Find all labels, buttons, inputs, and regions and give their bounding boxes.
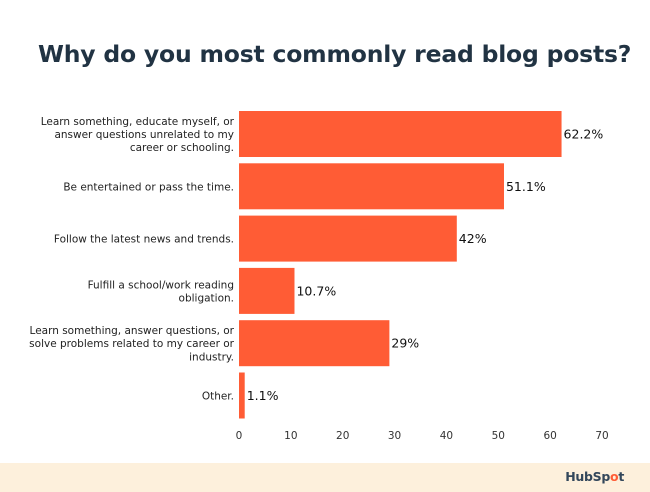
category-label-0-2: career or schooling. (130, 142, 234, 154)
x-tick-label-5: 50 (492, 430, 505, 442)
bar-1 (239, 163, 504, 210)
value-label-0: 62.2% (564, 127, 604, 142)
x-tick-label-1: 10 (284, 430, 297, 442)
bar-2 (239, 215, 457, 262)
category-label-3-1: obligation. (179, 293, 234, 305)
value-label-3: 10.7% (296, 283, 336, 298)
x-tick-label-0: 0 (236, 430, 243, 442)
footer-bar: HubSpot (0, 463, 650, 492)
x-tick-label-4: 40 (440, 430, 453, 442)
bar-chart: 62.2% Learn something, educate myself, or… (29, 111, 609, 442)
bar-4 (239, 320, 390, 367)
value-label-4: 29% (391, 336, 419, 351)
category-label-2-0: Follow the latest news and trends. (54, 234, 234, 246)
bar-0 (239, 111, 562, 157)
hubspot-logo: HubSpot (565, 469, 624, 484)
x-tick-label-3: 30 (388, 430, 401, 442)
category-label-1-0: Be entertained or pass the time. (63, 181, 234, 193)
chart-title: Why do you most commonly read blog posts… (38, 40, 632, 68)
x-tick-label-6: 60 (543, 430, 556, 442)
category-label-0-1: answer questions unrelated to my (54, 129, 234, 141)
category-label-0-0: Learn something, educate myself, or (41, 116, 235, 128)
category-label-4-1: solve problems related to my career or (29, 338, 235, 350)
category-label-5-0: Other. (202, 391, 234, 403)
x-tick-label-7: 70 (595, 430, 608, 442)
category-label-4-2: industry. (189, 351, 234, 363)
bar-3 (239, 267, 295, 314)
value-label-5: 1.1% (247, 388, 279, 403)
category-label-3-0: Fulfill a school/work reading (88, 279, 234, 291)
category-label-4-0: Learn something, answer questions, or (30, 325, 235, 337)
value-label-2: 42% (459, 231, 487, 246)
x-tick-label-2: 20 (336, 430, 349, 442)
bar-5 (239, 372, 245, 419)
value-label-1: 51.1% (506, 179, 546, 194)
